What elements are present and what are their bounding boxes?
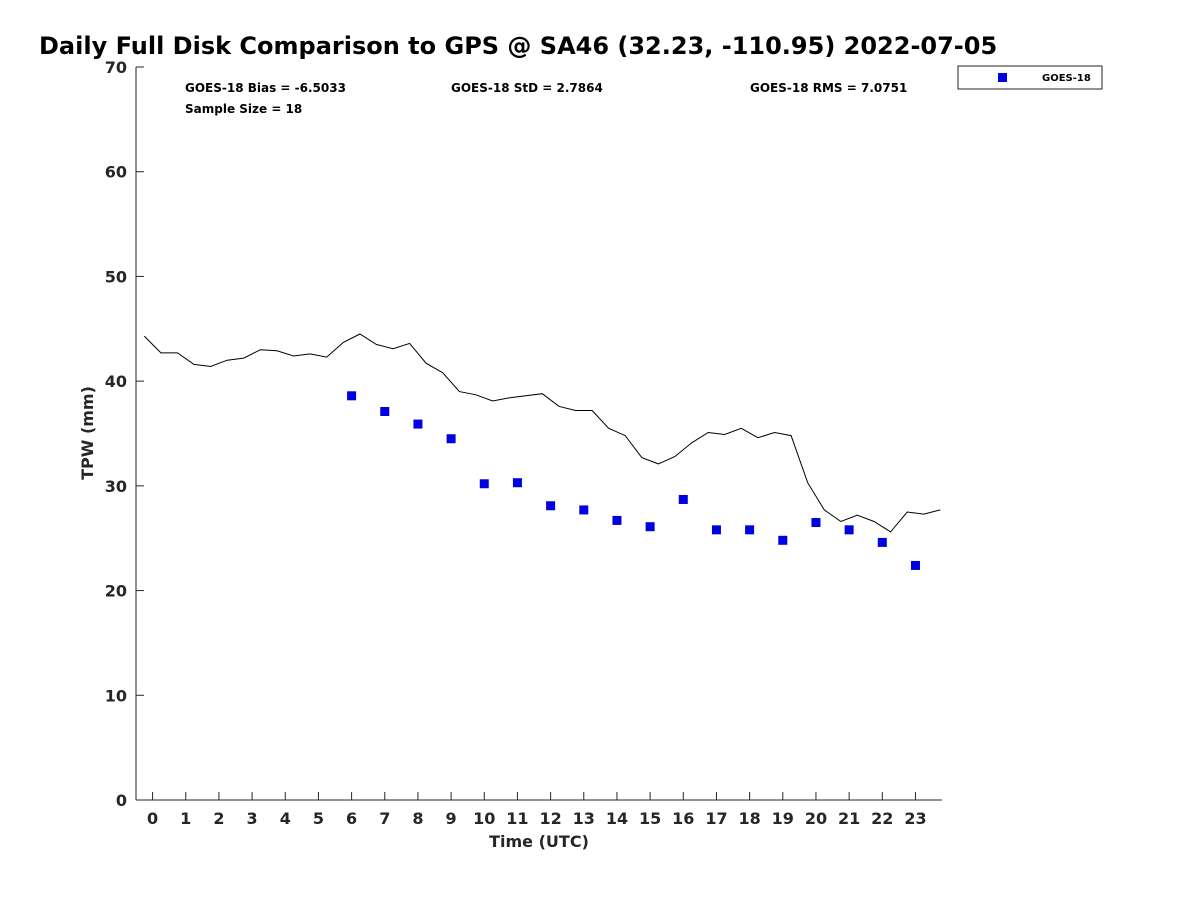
- y-axis-label: TPW (mm): [78, 386, 97, 480]
- x-tick-label: 1: [180, 809, 191, 828]
- std-annotation: GOES-18 StD = 2.7864: [451, 81, 603, 95]
- goes-18-point: [778, 535, 788, 545]
- x-tick-label: 4: [280, 809, 291, 828]
- y-tick-label: 10: [105, 686, 127, 705]
- x-tick-label: 22: [871, 809, 893, 828]
- legend-box: [957, 65, 1103, 90]
- goes-18-point: [413, 419, 423, 429]
- x-tick-label: 11: [506, 809, 528, 828]
- x-tick-label: 18: [738, 809, 760, 828]
- x-tick-label: 23: [904, 809, 926, 828]
- goes-18-point: [446, 434, 456, 444]
- x-ticks: 0 1 2 3 4 5 6 7 8 9 10 11 12 13 14 15 16 17 18 19 20 21 22 23: [147, 792, 927, 828]
- goes-18-point: [347, 391, 357, 401]
- goes-18-point: [910, 560, 920, 570]
- x-tick-label: 8: [412, 809, 423, 828]
- gps-line: [143, 333, 941, 533]
- goes-18-point: [479, 479, 489, 489]
- x-tick-label: 15: [639, 809, 661, 828]
- x-tick-label: 19: [772, 809, 794, 828]
- chart-title: Daily Full Disk Comparison to GPS @ SA46…: [39, 32, 997, 60]
- y-tick-label: 60: [105, 163, 127, 182]
- x-tick-label: 0: [147, 809, 158, 828]
- goes-18-point: [645, 522, 655, 532]
- y-tick-label: 20: [105, 582, 127, 601]
- x-tick-label: 3: [247, 809, 258, 828]
- x-tick-label: 9: [446, 809, 457, 828]
- y-tick-label: 40: [105, 372, 127, 391]
- goes-18-point: [380, 407, 390, 417]
- x-tick-label: 2: [213, 809, 224, 828]
- x-tick-label: 16: [672, 809, 694, 828]
- x-tick-label: 20: [805, 809, 827, 828]
- gps-reference-line: [143, 333, 941, 533]
- x-tick-label: 14: [606, 809, 628, 828]
- y-tick-label: 50: [105, 267, 127, 286]
- legend-label-goes-18: GOES-18: [1042, 73, 1091, 84]
- y-ticks: 0 10 20 30 40 50 60 70: [105, 58, 144, 810]
- x-tick-label: 7: [379, 809, 390, 828]
- x-tick-label: 10: [473, 809, 495, 828]
- goes-18-point: [711, 525, 721, 535]
- x-tick-label: 13: [573, 809, 595, 828]
- x-tick-label: 17: [705, 809, 727, 828]
- goes-18-point: [546, 501, 556, 511]
- goes-18-markers: [347, 391, 920, 570]
- legend: GOES-18: [957, 65, 1103, 90]
- x-tick-label: 6: [346, 809, 357, 828]
- goes-18-point: [612, 515, 622, 525]
- goes-18-point: [844, 525, 854, 535]
- x-tick-label: 21: [838, 809, 860, 828]
- rms-annotation: GOES-18 RMS = 7.0751: [750, 81, 907, 95]
- sample-size-annotation: Sample Size = 18: [185, 102, 302, 116]
- x-tick-label: 5: [313, 809, 324, 828]
- plot-area: [135, 67, 942, 801]
- y-tick-label: 30: [105, 477, 127, 496]
- stats-annotations: GOES-18 Bias = -6.5033 GOES-18 StD = 2.7…: [185, 81, 907, 116]
- x-tick-label: 12: [539, 809, 561, 828]
- goes-18-point: [678, 494, 688, 504]
- y-tick-label: 70: [105, 58, 127, 77]
- goes-18-point: [745, 525, 755, 535]
- goes-18-point: [512, 478, 522, 488]
- bias-annotation: GOES-18 Bias = -6.5033: [185, 81, 346, 95]
- goes-18-point: [877, 537, 887, 547]
- legend-marker-goes-18: [998, 73, 1007, 82]
- goes-18-point: [811, 518, 821, 528]
- x-axis-label: Time (UTC): [489, 832, 589, 851]
- goes-18-point: [579, 505, 589, 515]
- y-tick-label: 0: [116, 791, 127, 810]
